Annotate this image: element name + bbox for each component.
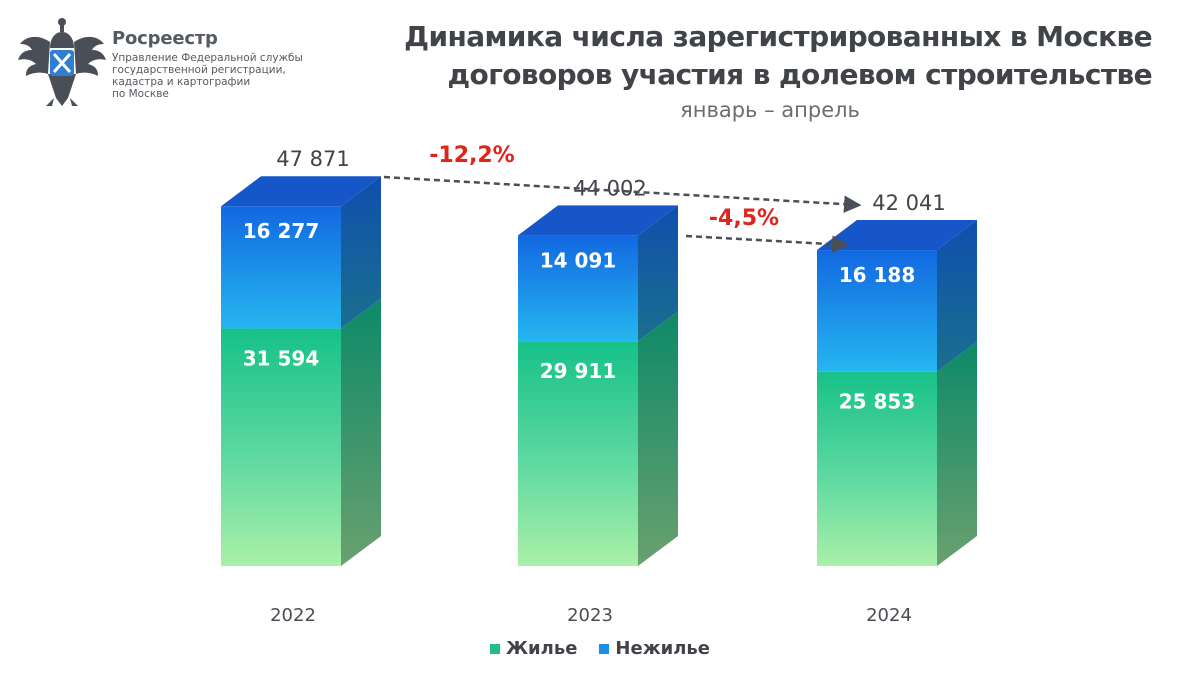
total-label-2022: 47 871 — [276, 147, 349, 171]
bar-nonresidential-side-2023 — [638, 205, 678, 342]
value-label-nonresidential-2023: 14 091 — [540, 248, 617, 272]
x-tick-label-2023: 2023 — [567, 605, 613, 626]
org-line-1: Управление Федеральной службы — [112, 52, 303, 64]
bar-top-2023 — [518, 205, 678, 236]
change-label-2023-2024: -4,5% — [709, 206, 779, 231]
change-label-2022-2024: -12,2% — [429, 143, 514, 168]
bar-top-2022 — [221, 176, 381, 207]
total-label-2024: 42 041 — [872, 191, 945, 215]
legend-swatch-residential — [490, 643, 500, 654]
value-label-nonresidential-2024: 16 188 — [839, 263, 916, 287]
legend-swatch-nonresidential — [599, 643, 610, 654]
chart-subtitle: январь – апрель — [680, 98, 860, 122]
chart-title-line-2: договоров участия в долевом строительств… — [447, 58, 1153, 91]
org-line-2: государственной регистрации, — [112, 64, 286, 76]
bar-residential-front-2022 — [221, 328, 341, 566]
change-arrow-2022-2024 — [383, 175, 862, 213]
x-tick-label-2022: 2022 — [270, 605, 316, 626]
bar-2023 — [518, 205, 678, 566]
bar-2024 — [817, 220, 977, 566]
legend-label-residential: Жилье — [506, 638, 578, 659]
bar-nonresidential-front-2023 — [518, 235, 638, 342]
bar-residential-side-2024 — [937, 341, 977, 566]
change-arrow-2023-2024 — [685, 234, 850, 253]
x-tick-label-2024: 2024 — [866, 605, 912, 626]
bar-residential-side-2022 — [341, 298, 381, 566]
legend-label-nonresidential: Нежилье — [615, 638, 710, 659]
legend-item-nonresidential: Нежилье — [599, 638, 710, 659]
org-line-3: кадастра и картографии — [112, 76, 251, 88]
bar-residential-front-2024 — [817, 371, 937, 566]
bar-residential-front-2023 — [518, 341, 638, 566]
org-name: Росреестр — [112, 28, 218, 49]
org-block: Росреестр Управление Федеральной службы … — [112, 28, 312, 100]
org-line-4: по Москве — [112, 88, 169, 100]
bar-top-2024 — [817, 220, 977, 251]
value-label-residential-2023: 29 911 — [540, 359, 617, 383]
bar-nonresidential-front-2022 — [221, 206, 341, 329]
value-label-nonresidential-2022: 16 277 — [243, 219, 320, 243]
bar-nonresidential-front-2024 — [817, 250, 937, 372]
value-label-residential-2022: 31 594 — [243, 347, 320, 371]
value-label-residential-2024: 25 853 — [839, 390, 916, 414]
bar-2022 — [221, 176, 381, 566]
bar-nonresidential-side-2022 — [341, 176, 381, 329]
bar-residential-side-2023 — [638, 311, 678, 566]
chart-legend: Жилье Нежилье — [0, 638, 1200, 659]
bar-nonresidential-side-2024 — [937, 220, 977, 372]
chart-title: Динамика числа зарегистрированных в Моск… — [352, 18, 1152, 94]
chart-title-line-1: Динамика числа зарегистрированных в Моск… — [404, 20, 1152, 53]
rosreestr-logo-icon — [18, 18, 106, 106]
legend-item-residential: Жилье — [490, 638, 577, 659]
